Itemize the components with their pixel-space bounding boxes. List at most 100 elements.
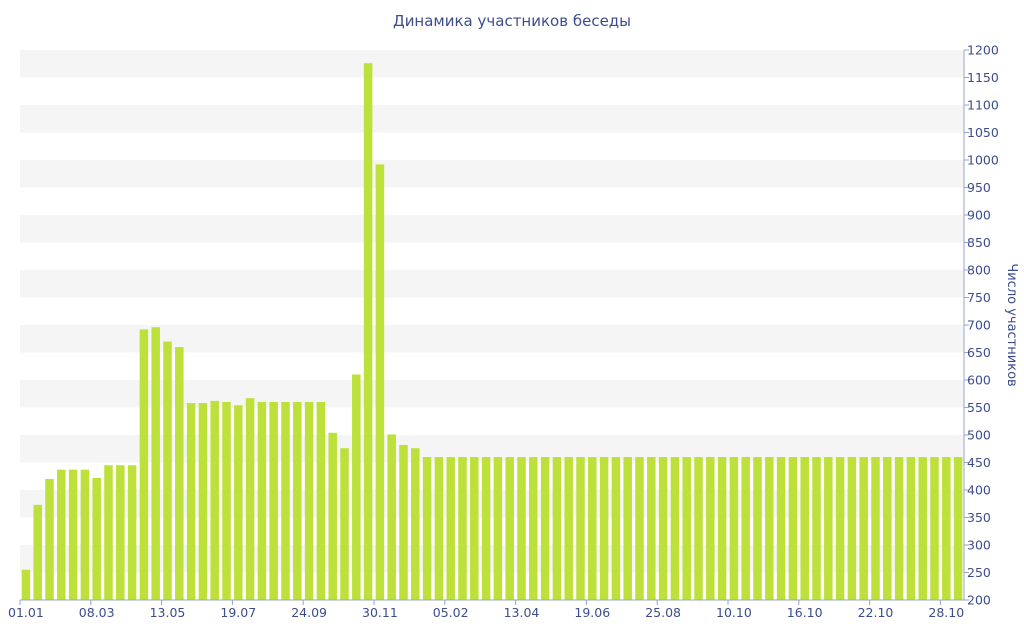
grid-band [20, 380, 964, 408]
bar[interactable] [387, 434, 396, 600]
bar[interactable] [706, 457, 715, 600]
x-tick-label: 28.10 [928, 605, 964, 620]
bar[interactable] [635, 457, 644, 600]
bar[interactable] [942, 457, 951, 600]
grid-bands [20, 50, 964, 573]
bar[interactable] [340, 448, 349, 600]
bar[interactable] [21, 569, 31, 600]
bar[interactable] [788, 457, 798, 600]
grid-band [20, 160, 964, 188]
bar[interactable] [588, 457, 597, 600]
bar[interactable] [918, 457, 927, 600]
bar[interactable] [883, 457, 892, 600]
bar[interactable] [670, 457, 680, 600]
bar[interactable] [694, 457, 703, 600]
bar[interactable] [139, 329, 149, 600]
y-axis-ticks: 200 250 300 350 400 450 500 550 600 650 700 750 800 8… [964, 43, 999, 608]
bar[interactable] [422, 457, 432, 600]
bar[interactable] [835, 457, 845, 600]
bar[interactable] [80, 469, 90, 600]
bar[interactable] [234, 405, 243, 600]
bar[interactable] [458, 457, 467, 600]
bar[interactable] [658, 457, 668, 600]
bar[interactable] [127, 465, 137, 600]
y-tick-label: 800 [967, 263, 991, 278]
bar[interactable] [824, 457, 833, 600]
bar[interactable] [859, 457, 868, 600]
bar[interactable] [175, 347, 184, 600]
bar[interactable] [210, 400, 219, 600]
y-axis-title: Число участников [1004, 263, 1019, 386]
bar[interactable] [245, 398, 255, 600]
bar[interactable] [352, 374, 361, 601]
bar[interactable] [104, 465, 113, 600]
grid-band [20, 490, 964, 518]
bar[interactable] [906, 457, 916, 600]
x-tick-label: 13.05 [150, 605, 186, 620]
bar[interactable] [269, 402, 278, 600]
bar[interactable] [411, 448, 420, 600]
bar[interactable] [800, 457, 809, 600]
bar[interactable] [953, 457, 963, 600]
bar[interactable] [446, 457, 455, 600]
x-tick-label: 19.07 [220, 605, 256, 620]
bar[interactable] [45, 479, 54, 600]
bar[interactable] [517, 457, 526, 600]
bar[interactable] [540, 457, 550, 600]
bar[interactable] [552, 457, 562, 600]
bar[interactable] [151, 327, 160, 600]
bar[interactable] [741, 457, 750, 600]
bar[interactable] [765, 457, 774, 600]
x-axis-ticks: 01.01 08.03 13.05 19.07 24.09 30.11 05.02 13.04… [8, 600, 964, 620]
bar[interactable] [281, 402, 290, 600]
bar[interactable] [623, 457, 632, 600]
bar[interactable] [776, 457, 786, 600]
y-tick-label: 550 [967, 400, 991, 415]
bar[interactable] [375, 164, 385, 600]
bar[interactable] [92, 477, 101, 600]
bar[interactable] [753, 457, 762, 600]
bar[interactable] [293, 402, 302, 600]
bar[interactable] [434, 457, 444, 600]
bar[interactable] [647, 457, 656, 600]
bar[interactable] [68, 469, 78, 600]
bar[interactable] [930, 457, 939, 600]
bar[interactable] [481, 457, 491, 600]
bar[interactable] [682, 457, 691, 600]
bar[interactable] [363, 63, 373, 600]
bar[interactable] [529, 457, 538, 600]
bar[interactable] [576, 457, 585, 600]
bar[interactable] [470, 457, 479, 600]
bar[interactable] [257, 402, 267, 600]
bar[interactable] [316, 402, 326, 600]
bar[interactable] [163, 341, 172, 601]
bar[interactable] [812, 457, 821, 600]
x-tick-label: 19.06 [574, 605, 610, 620]
x-tick-label: 30.11 [362, 605, 398, 620]
x-tick-label: 10.10 [716, 605, 752, 620]
bar[interactable] [505, 457, 514, 600]
bar[interactable] [729, 457, 739, 600]
bar[interactable] [328, 432, 337, 600]
bar[interactable] [611, 457, 621, 600]
bar[interactable] [33, 504, 42, 600]
bar[interactable] [894, 457, 904, 600]
bar[interactable] [57, 469, 66, 600]
y-tick-label: 350 [967, 510, 991, 525]
bar[interactable] [493, 457, 503, 600]
bar[interactable] [198, 403, 208, 600]
bar[interactable] [599, 457, 609, 600]
bar[interactable] [847, 457, 857, 600]
grid-band [20, 215, 964, 243]
grid-band [20, 325, 964, 353]
bar[interactable] [717, 457, 727, 600]
bar[interactable] [116, 465, 125, 600]
bar[interactable] [186, 403, 196, 600]
bar[interactable] [222, 402, 231, 600]
bar[interactable] [399, 444, 408, 600]
bar[interactable] [564, 457, 573, 600]
bar[interactable] [304, 402, 314, 600]
y-tick-label: 400 [967, 483, 991, 498]
bar[interactable] [871, 457, 880, 600]
